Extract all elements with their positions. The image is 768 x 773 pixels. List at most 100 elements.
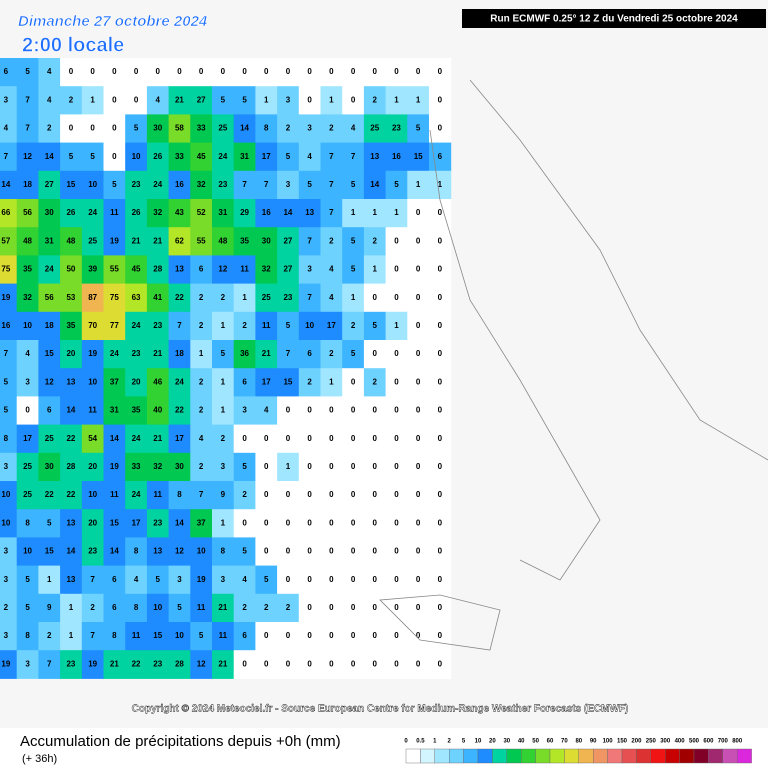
- grid-value: 0: [394, 575, 399, 584]
- precip-cell: [103, 396, 126, 426]
- precip-cell: [255, 622, 278, 651]
- grid-value: 0: [286, 406, 291, 415]
- grid-value: 0: [416, 293, 421, 302]
- precip-cell: [385, 368, 408, 397]
- precip-cell: [146, 199, 170, 228]
- precip-cell: [38, 452, 61, 482]
- legend-swatch: [578, 748, 594, 764]
- precip-cell: [103, 340, 126, 369]
- precip-cell: [212, 622, 235, 651]
- precip-cell: [103, 311, 126, 341]
- grid-value: 10: [88, 490, 97, 499]
- grid-value: 5: [134, 124, 139, 133]
- grid-value: 0: [373, 659, 378, 668]
- grid-value: 37: [197, 518, 206, 527]
- grid-value: 0: [394, 434, 399, 443]
- precip-cell: [277, 593, 300, 623]
- grid-value: 0: [156, 67, 161, 76]
- precip-cell: [0, 255, 18, 285]
- grid-value: 12: [23, 152, 32, 161]
- precip-cell: [0, 199, 18, 228]
- precip-cell: [320, 283, 343, 313]
- precip-cell: [81, 227, 104, 256]
- grid-value: 0: [286, 659, 291, 668]
- precip-cell: [385, 283, 408, 313]
- grid-value: 1: [47, 575, 52, 584]
- grid-value: 62: [175, 236, 184, 245]
- precip-cell: [168, 452, 191, 482]
- grid-value: 2: [373, 236, 378, 245]
- precip-cell: [320, 227, 343, 256]
- grid-value: 10: [175, 631, 184, 640]
- precip-cell: [146, 255, 170, 285]
- grid-value: 0: [351, 377, 356, 386]
- grid-value: 35: [240, 236, 249, 245]
- precip-cell: [16, 509, 39, 538]
- grid-value: 33: [175, 152, 184, 161]
- precip-cell: [385, 481, 408, 510]
- precip-cell: [429, 396, 452, 426]
- grid-value: 0: [90, 124, 95, 133]
- grid-value: 0: [25, 406, 30, 415]
- precip-cell: [363, 142, 387, 172]
- precip-cell: [146, 86, 170, 115]
- legend-swatch: [593, 748, 608, 764]
- grid-value: 0: [351, 659, 356, 668]
- precip-cell: [190, 340, 213, 369]
- precip-cell: [146, 58, 170, 87]
- grid-value: 0: [373, 349, 378, 358]
- precip-cell: [125, 283, 148, 313]
- grid-value: 54: [88, 434, 97, 443]
- grid-value: 14: [110, 547, 119, 556]
- precip-cell: [255, 114, 278, 144]
- precip-cell: [168, 58, 191, 87]
- precip-cell: [38, 114, 61, 144]
- grid-value: 25: [262, 293, 271, 302]
- grid-value: 0: [351, 406, 356, 415]
- precip-cell: [16, 452, 39, 482]
- grid-value: 5: [177, 603, 182, 612]
- precip-cell: [38, 368, 61, 397]
- grid-value: 7: [25, 124, 30, 133]
- precip-cell: [363, 452, 387, 482]
- precip-cell: [255, 509, 278, 538]
- precip-cell: [38, 142, 61, 172]
- precip-cell: [0, 58, 18, 87]
- grid-value: 15: [45, 547, 54, 556]
- grid-value: 8: [25, 631, 30, 640]
- legend-label: 800: [732, 739, 743, 745]
- precip-cell: [103, 622, 126, 651]
- grid-value: 1: [221, 321, 226, 330]
- grid-value: 0: [373, 462, 378, 471]
- precip-cell: [0, 565, 18, 595]
- precip-cell: [407, 537, 430, 567]
- precip-cell: [146, 170, 170, 200]
- grid-value: 0: [438, 518, 443, 527]
- precip-cell: [0, 537, 18, 567]
- grid-value: 0: [329, 518, 334, 527]
- precip-cell: [190, 396, 213, 426]
- grid-value: 4: [307, 152, 312, 161]
- grid-value: 21: [175, 95, 184, 104]
- precip-cell: [125, 170, 148, 200]
- grid-value: 16: [175, 180, 184, 189]
- precip-cell: [342, 593, 365, 623]
- grid-value: 10: [88, 377, 97, 386]
- grid-value: 5: [351, 236, 356, 245]
- grid-value: 1: [373, 265, 378, 274]
- legend-swatch: [521, 748, 536, 764]
- precip-cell: [103, 452, 126, 482]
- grid-value: 5: [351, 349, 356, 358]
- precip-cell: [168, 650, 191, 679]
- grid-value: 5: [242, 547, 247, 556]
- grid-value: 4: [351, 124, 356, 133]
- grid-value: 4: [47, 95, 52, 104]
- precip-cell: [60, 509, 83, 538]
- grid-value: 11: [262, 321, 271, 330]
- precip-cell: [190, 199, 213, 228]
- grid-value: 4: [329, 265, 334, 274]
- grid-value: 4: [4, 124, 9, 133]
- precip-cell: [429, 311, 452, 341]
- precip-cell: [60, 424, 83, 454]
- precip-cell: [60, 650, 83, 679]
